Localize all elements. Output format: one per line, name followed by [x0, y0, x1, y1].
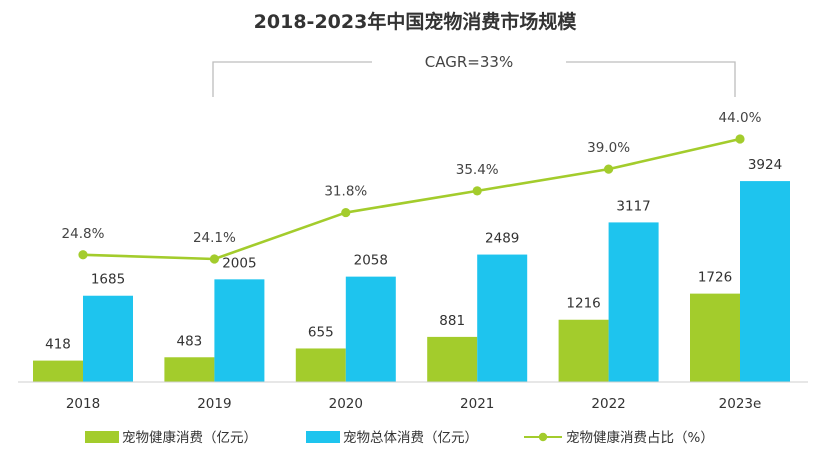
legend-swatch-health	[85, 431, 119, 443]
ratio-point-2021	[472, 186, 482, 196]
bar-total-2020	[345, 276, 396, 382]
bar-value-label: 418	[45, 337, 71, 353]
line-labels-layer: 24.8% 24.1% 31.8% 35.4% 39.0% 44.0%	[62, 110, 762, 246]
bar-value-label: 1216	[566, 296, 600, 312]
bar-health-2019	[164, 357, 215, 382]
bar-value-label: 2489	[485, 231, 519, 247]
ratio-label: 39.0%	[587, 140, 630, 156]
bar-value-label: 655	[308, 324, 334, 340]
bar-labels-layer: 418 1685 483 2005 655 2058 881 2489 1216 3117 1726…	[45, 157, 782, 353]
line-layer	[78, 134, 745, 264]
bar-value-label: 3117	[616, 198, 650, 214]
bar-value-label: 1726	[698, 270, 732, 286]
bar-total-2018	[83, 295, 133, 382]
bar-value-label: 2058	[354, 253, 388, 269]
chart-title: 2018-2023年中国宠物消费市场规模	[254, 10, 578, 33]
ratio-point-2018	[78, 250, 88, 260]
bar-health-2023e	[690, 293, 740, 382]
x-tick-label: 2023e	[719, 396, 762, 412]
cagr-label: CAGR=33%	[425, 53, 513, 71]
bar-value-label: 881	[439, 313, 465, 329]
x-tick-label: 2018	[66, 396, 100, 412]
bar-value-label: 1685	[91, 272, 125, 288]
bar-value-label: 3924	[748, 157, 782, 173]
cagr-bracket-left	[212, 61, 372, 97]
bar-total-2021	[477, 254, 528, 382]
legend-label-total: 宠物总体消费（亿元）	[343, 430, 478, 446]
legend-label-health: 宠物健康消费（亿元）	[122, 429, 257, 446]
bar-total-2019	[214, 279, 265, 382]
ratio-point-2023e	[735, 134, 745, 144]
bar-total-2022	[608, 222, 659, 382]
bar-value-label: 2005	[222, 255, 256, 271]
ratio-point-2019	[209, 254, 219, 264]
x-tick-label: 2022	[591, 396, 625, 412]
bar-value-label: 483	[177, 333, 203, 349]
legend-label-ratio: 宠物健康消费占比（%）	[566, 429, 714, 446]
bar-total-2023e	[740, 181, 790, 382]
legend-swatch-total	[306, 431, 340, 443]
bars-layer	[33, 181, 790, 382]
bar-health-2018	[33, 360, 83, 382]
legend-marker-ratio	[538, 432, 548, 442]
ratio-label: 31.8%	[324, 184, 367, 200]
ratio-point-2020	[341, 207, 351, 218]
x-tick-label: 2019	[197, 396, 231, 412]
ratio-label: 24.1%	[193, 230, 236, 246]
ratio-point-2022	[604, 164, 614, 174]
x-ticks-layer: 2018 2019 2020 2021 2022 2023e	[66, 396, 762, 412]
bar-health-2021	[427, 336, 478, 382]
legend: 宠物健康消费（亿元） 宠物总体消费（亿元） 宠物健康消费占比（%）	[85, 429, 714, 446]
ratio-label: 24.8%	[62, 226, 105, 242]
cagr-bracket-right	[566, 61, 736, 97]
x-tick-label: 2020	[329, 396, 363, 412]
ratio-label: 35.4%	[456, 162, 499, 178]
x-tick-label: 2021	[460, 396, 494, 412]
bar-health-2020	[295, 348, 346, 382]
ratio-line	[82, 137, 741, 261]
bar-health-2022	[558, 319, 609, 382]
ratio-label: 44.0%	[719, 110, 762, 126]
cagr-bracket: CAGR=33%	[212, 53, 736, 97]
